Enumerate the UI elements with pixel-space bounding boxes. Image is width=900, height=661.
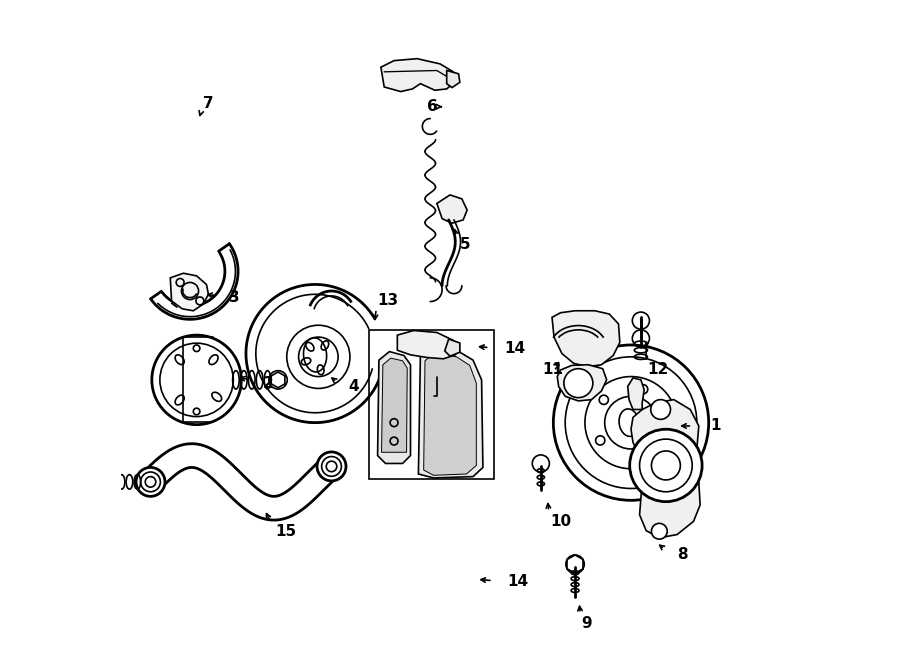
Text: 6: 6 <box>427 99 437 114</box>
Text: 9: 9 <box>581 616 592 631</box>
Polygon shape <box>557 365 607 401</box>
Text: 14: 14 <box>504 342 525 356</box>
Text: 12: 12 <box>647 362 669 377</box>
Polygon shape <box>445 339 460 356</box>
Text: 3: 3 <box>230 290 240 305</box>
Polygon shape <box>378 352 410 463</box>
Text: 10: 10 <box>550 514 572 529</box>
Circle shape <box>630 429 702 502</box>
Polygon shape <box>424 353 476 475</box>
Text: 14: 14 <box>508 574 528 590</box>
Polygon shape <box>631 400 700 538</box>
Text: 8: 8 <box>677 547 688 562</box>
Text: 11: 11 <box>542 362 563 377</box>
Polygon shape <box>552 311 620 367</box>
Text: 5: 5 <box>460 237 471 253</box>
Polygon shape <box>397 330 458 359</box>
Polygon shape <box>170 273 209 311</box>
Polygon shape <box>418 347 483 478</box>
Polygon shape <box>436 195 467 223</box>
Polygon shape <box>446 71 460 88</box>
Text: 13: 13 <box>378 293 399 309</box>
Circle shape <box>317 452 346 481</box>
Text: 7: 7 <box>203 96 214 111</box>
Text: 1: 1 <box>710 418 721 434</box>
Bar <box>369 330 494 479</box>
Text: 15: 15 <box>275 524 297 539</box>
Polygon shape <box>381 59 456 92</box>
Circle shape <box>651 400 670 419</box>
Circle shape <box>652 524 667 539</box>
Circle shape <box>136 467 165 496</box>
Text: 2: 2 <box>263 375 274 391</box>
Circle shape <box>564 369 593 398</box>
Text: 4: 4 <box>348 379 358 394</box>
Polygon shape <box>627 378 644 409</box>
Polygon shape <box>382 358 407 452</box>
